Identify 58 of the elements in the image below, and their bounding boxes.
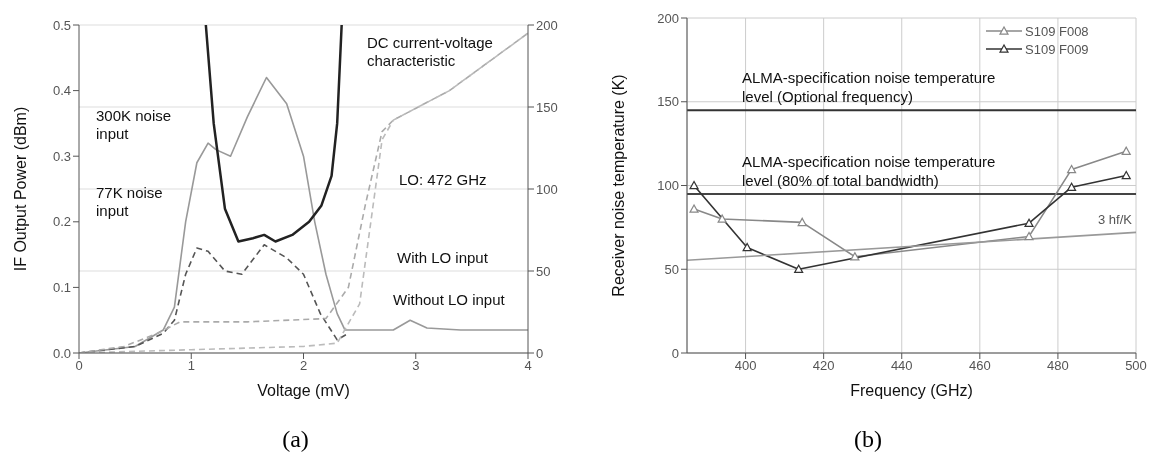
point xyxy=(1024,231,1034,241)
y-tick-label: 150 xyxy=(657,94,679,110)
point xyxy=(742,242,752,252)
x-axis-title: Frequency (GHz) xyxy=(850,382,973,399)
point xyxy=(1066,182,1077,191)
y-tick-label: 200 xyxy=(657,10,679,26)
ref-line-label: ALMA-specification noise temperature level (Optional frequency) xyxy=(742,68,997,107)
y-axis-title: Receiver noise temperature (K) xyxy=(609,74,627,297)
x-tick-label: 2 xyxy=(299,358,308,374)
annotation: LO: 472 GHz xyxy=(399,171,487,188)
y-tick-label: 0.3 xyxy=(52,148,71,164)
annotation: Without LO input xyxy=(393,291,506,309)
point xyxy=(1121,146,1131,155)
y-tick-label: 100 xyxy=(657,178,679,194)
y-tick-label: 0.4 xyxy=(52,83,71,99)
y-tick-label: 0 xyxy=(671,345,679,361)
y-tick-label: 0.0 xyxy=(52,345,71,361)
point xyxy=(797,217,807,227)
annotation: DC current-voltage characteristic xyxy=(367,34,494,70)
text: (a) xyxy=(281,426,310,453)
x-tick-label: 460 xyxy=(968,358,991,374)
point xyxy=(717,214,727,223)
x-tick-label: 400 xyxy=(734,358,757,374)
point xyxy=(850,252,860,261)
x-tick-label: 3 xyxy=(412,358,420,374)
annotation: 77K noise input xyxy=(96,184,164,220)
y2-tick-label: 50 xyxy=(536,263,551,279)
x-axis-title: Voltage (mV) xyxy=(257,382,350,399)
legend-label: S109 F009 xyxy=(1025,41,1089,57)
x-tick-label: 440 xyxy=(890,358,913,374)
point xyxy=(1024,218,1034,227)
y2-tick-label: 0 xyxy=(536,345,544,361)
annotation: With LO input xyxy=(397,249,488,266)
point xyxy=(1066,164,1077,174)
y-tick-label: 0.5 xyxy=(52,17,71,33)
x-tick-label: 420 xyxy=(812,358,835,374)
point xyxy=(1121,170,1131,180)
y-axis-title: IF Output Power (dBm) xyxy=(11,106,29,272)
point xyxy=(689,204,699,213)
x-tick-label: 500 xyxy=(1125,358,1147,374)
x-tick-label: 1 xyxy=(187,358,195,374)
series-label: 3 hf/K xyxy=(1098,212,1133,228)
annotation: 300K noise input xyxy=(96,107,173,143)
y-tick-label: 0.1 xyxy=(52,280,71,296)
y2-tick-label: 150 xyxy=(536,99,558,115)
y-tick-label: 50 xyxy=(664,261,679,277)
text: (b) xyxy=(853,426,883,453)
x-tick-label: 0 xyxy=(75,358,83,374)
x-tick-label: 480 xyxy=(1047,358,1069,374)
legend-label: S109 F008 xyxy=(1025,23,1089,39)
ref-line-label: ALMA-specification noise temperature level (80% of total bandwidth) xyxy=(742,151,997,190)
line-series xyxy=(204,25,343,243)
point xyxy=(794,264,804,274)
y2-tick-label: 100 xyxy=(536,181,558,197)
y2-tick-label: 200 xyxy=(536,17,558,33)
x-tick-label: 4 xyxy=(524,358,532,374)
point xyxy=(689,180,699,190)
y-tick-label: 0.2 xyxy=(52,214,71,230)
